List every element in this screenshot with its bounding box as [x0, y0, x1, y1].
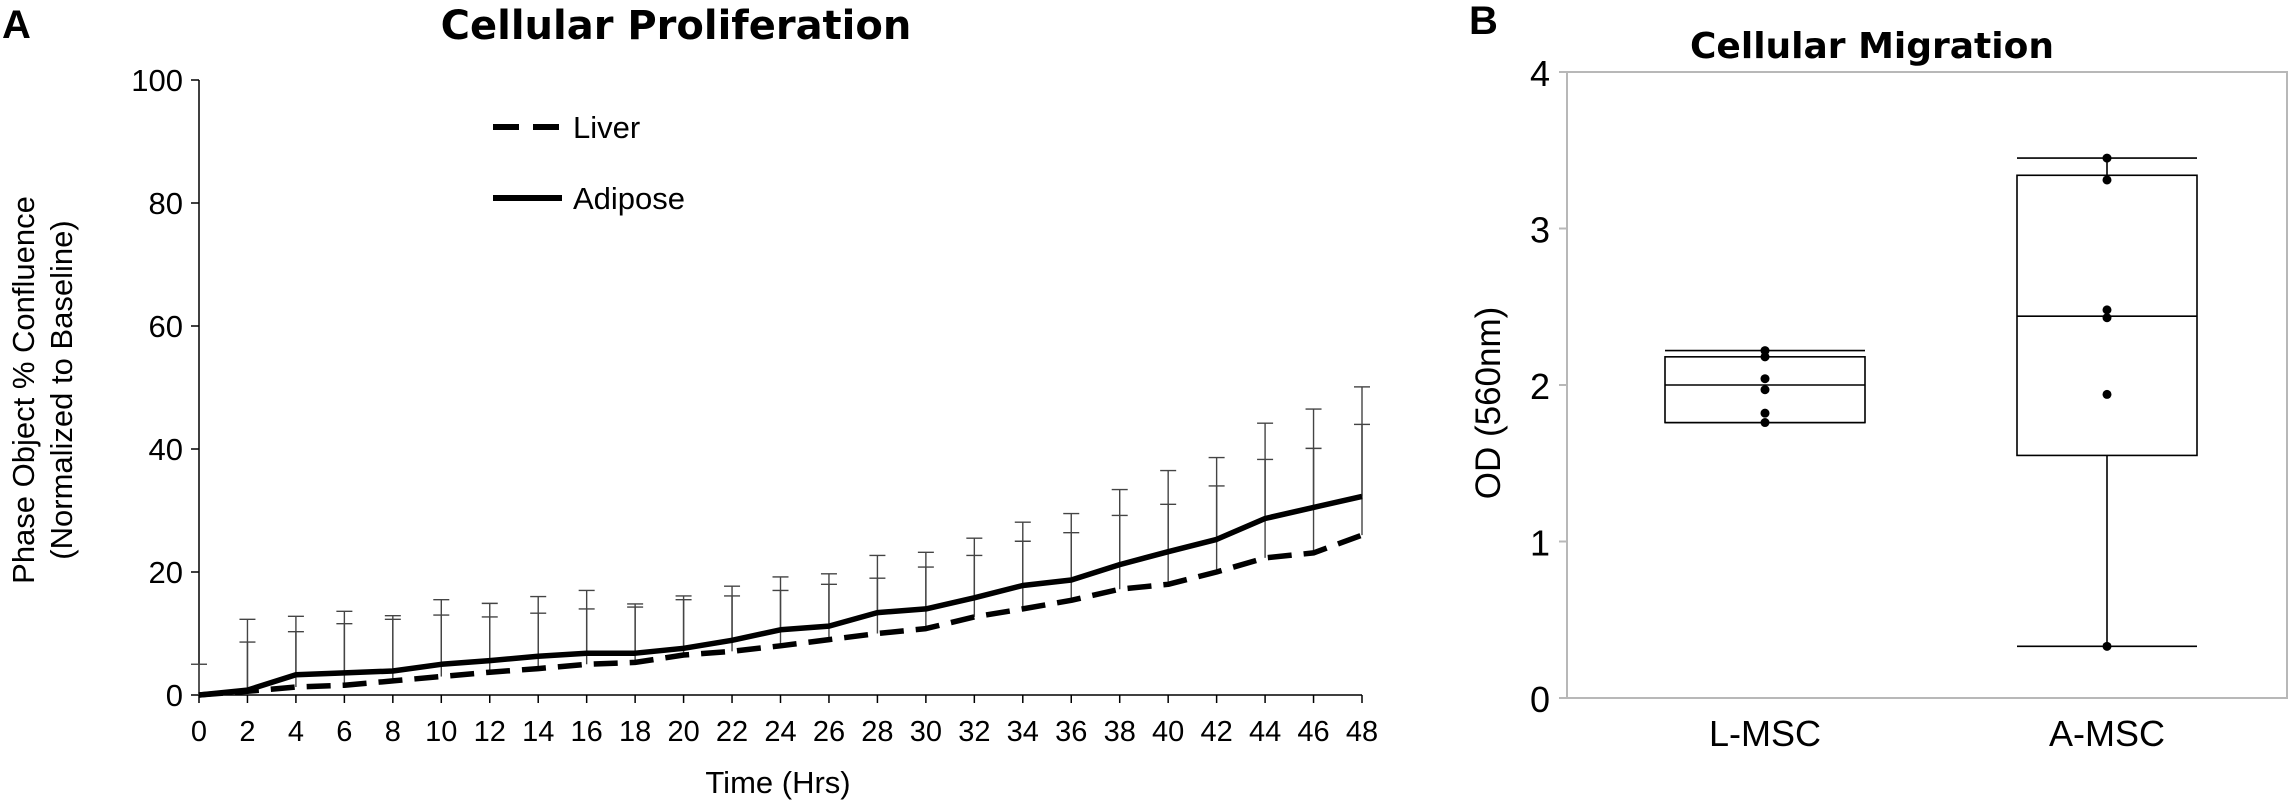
panel-b-title: Cellular Migration: [1690, 26, 2054, 67]
x-tick-label: 12: [474, 716, 506, 748]
x-tick-label: 42: [1200, 716, 1232, 748]
data-point-l-msc: [1760, 408, 1770, 418]
panel-a-y-axis-label-line1: Phase Object % Confluence: [6, 196, 41, 584]
y-tick-label: 100: [131, 63, 183, 98]
data-point-a-msc: [2102, 389, 2112, 399]
x-tick-label: 22: [716, 716, 748, 748]
data-point-l-msc: [1760, 418, 1770, 428]
y-tick-label: 4: [1530, 53, 1550, 94]
data-point-l-msc: [1760, 374, 1770, 384]
y-tick-label: 2: [1530, 366, 1550, 407]
x-tick-label: 44: [1249, 716, 1281, 748]
y-tick-label: 1: [1530, 523, 1550, 564]
y-tick-label: 0: [1530, 679, 1550, 720]
panel-b-boxes: [1664, 157, 2198, 648]
x-tick-label: 28: [861, 716, 893, 748]
x-tick-label: 0: [191, 716, 207, 748]
x-tick-label: 48: [1346, 716, 1378, 748]
data-point-a-msc: [2102, 175, 2112, 185]
y-tick-label: 3: [1530, 210, 1550, 251]
x-tick-label: 38: [1104, 716, 1136, 748]
panel-a-x-axis-label: Time (Hrs): [705, 765, 850, 800]
x-tick-label: 40: [1152, 716, 1184, 748]
panel-b-data-points: [1760, 153, 2112, 651]
x-category-label-a-msc: A-MSC: [2049, 713, 2165, 754]
y-tick-label: 0: [166, 678, 183, 713]
data-point-a-msc: [2102, 305, 2112, 315]
x-tick-label: 36: [1055, 716, 1087, 748]
x-tick-label: 18: [619, 716, 651, 748]
x-tick-label: 4: [288, 716, 304, 748]
x-tick-label: 46: [1297, 716, 1329, 748]
series-line-adipose: [198, 493, 1363, 698]
data-point-l-msc: [1760, 385, 1770, 395]
x-tick-label: 6: [336, 716, 352, 748]
x-tick-label: 16: [571, 716, 603, 748]
panel-a-title: Cellular Proliferation: [441, 3, 912, 49]
x-tick-label: 20: [667, 716, 699, 748]
legend-adipose-label: Adipose: [573, 181, 685, 216]
panel-a-y-axis-label-line2: (Normalized to Baseline): [44, 220, 79, 559]
x-tick-label: 26: [813, 716, 845, 748]
x-tick-label: 10: [425, 716, 457, 748]
y-tick-label: 60: [149, 309, 183, 344]
y-tick-label: 40: [149, 432, 183, 467]
x-tick-label: 32: [958, 716, 990, 748]
legend-liver-label: Liver: [573, 110, 640, 145]
x-tick-label: 14: [522, 716, 554, 748]
x-tick-label: 2: [239, 716, 255, 748]
data-point-l-msc: [1760, 346, 1770, 356]
panel-a-letter: A: [2, 3, 31, 47]
panel-a-error-bars: [191, 386, 1370, 695]
panel-a-series-lines: [198, 493, 1363, 698]
y-tick-label: 20: [149, 555, 183, 590]
panel-b-y-axis-label: OD (560nm): [1469, 307, 1508, 500]
data-point-a-msc: [2102, 313, 2112, 323]
data-point-l-msc: [1760, 352, 1770, 362]
x-tick-label: 30: [910, 716, 942, 748]
panel-b-migration-chart: B Cellular Migration 0 1 2 3 4 L-MSC A-MSC OD …: [1469, 0, 2288, 754]
y-tick-label: 80: [149, 186, 183, 221]
data-point-a-msc: [2102, 641, 2112, 651]
data-point-a-msc: [2102, 153, 2112, 163]
panel-a-legend: Liver Adipose: [493, 110, 685, 216]
x-tick-label: 8: [385, 716, 401, 748]
x-tick-label: 24: [764, 716, 796, 748]
x-tick-label: 34: [1007, 716, 1039, 748]
panel-b-letter: B: [1469, 0, 1498, 43]
x-category-label-l-msc: L-MSC: [1709, 713, 1821, 754]
series-line-liver: [198, 532, 1363, 698]
panel-b-plot-frame: 0 1 2 3 4 L-MSC A-MSC: [1530, 53, 2288, 754]
